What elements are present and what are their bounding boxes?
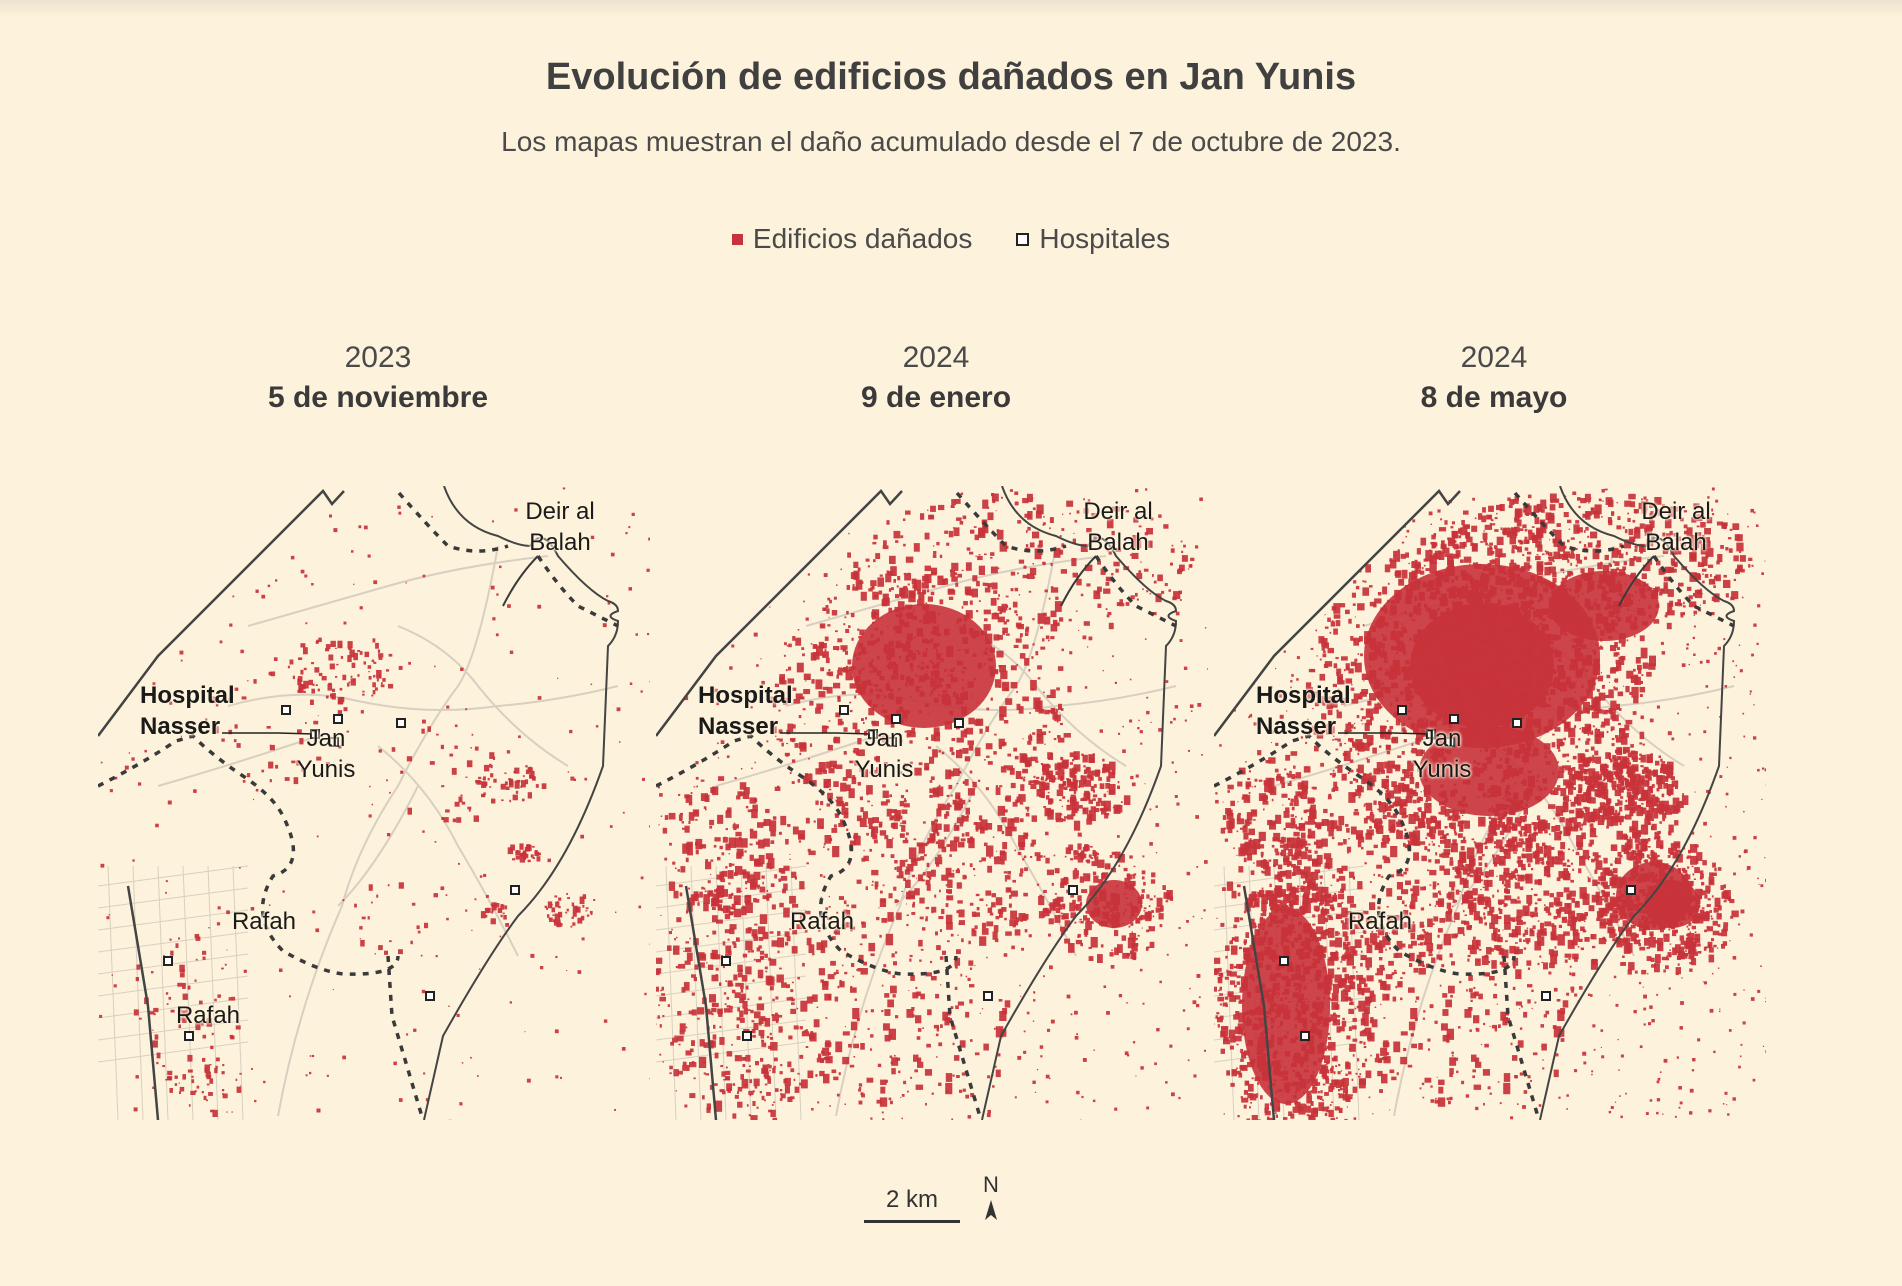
map-svg [656, 486, 1208, 1120]
place-label-rafah: Rafah [231, 908, 297, 935]
place-label-jan-yunis: Jan Yunis [1412, 725, 1472, 783]
hospital-marker-icon [1626, 885, 1636, 895]
hospital-marker-icon [396, 718, 406, 728]
hospital-marker-icon [839, 705, 849, 715]
place-label-hospital: Hospital Nasser [698, 682, 793, 740]
gaza-border [423, 486, 620, 1120]
hospital-marker-icon [1445, 737, 1455, 747]
coastline [1214, 489, 1461, 737]
governorate-boundary [656, 734, 958, 976]
hospital-marker-icon [1068, 885, 1078, 895]
top-shade [0, 0, 1902, 18]
place-label-rafah: Rafah [1347, 908, 1413, 935]
hospital-marker-icon [887, 737, 897, 747]
map-panel-2: Hospital Nasser Jan Yunis Deir al Balah Raf… [656, 486, 1208, 1120]
hospital-marker-icon [184, 1031, 194, 1041]
panel-2-header: 2024 9 de enero [656, 338, 1216, 418]
damage-layer [1214, 487, 1766, 1120]
hospital-marker-icon [1449, 714, 1459, 724]
panel-2-date: 9 de enero [860, 381, 1012, 414]
hospital-marker-icon [983, 991, 993, 1001]
map-svg [98, 486, 650, 1120]
coastline [98, 489, 345, 737]
hospital-marker-icon [1541, 991, 1551, 1001]
chart-subtitle: Los mapas muestran el daño acumulado des… [501, 126, 1401, 157]
hospital-marker-icon [1426, 729, 1436, 739]
hospital-marker-icon [742, 1031, 752, 1041]
hospital-marker-icon [510, 885, 520, 895]
north-label: N [983, 1172, 999, 1197]
panel-1-date: 5 de noviembre [267, 381, 489, 414]
hospital-marker-icon [721, 956, 731, 966]
gaza-border [1539, 486, 1736, 1120]
map-panel-3: Hospital Nasser Jan Yunis Deir al Balah Raf… [1214, 486, 1766, 1120]
legend-item-hospitals: Hospitales [1016, 223, 1170, 255]
hospital-marker-icon [310, 729, 320, 739]
panel-3-header: 2024 8 de mayo [1214, 338, 1774, 418]
panel-1-year: 2023 [344, 341, 412, 374]
governorate-boundary [1214, 734, 1516, 976]
hospital-square-icon [1016, 232, 1030, 246]
hospital-marker-icon [333, 714, 343, 724]
chart-title: Evolución de edificios dañados en Jan Yu… [545, 56, 1357, 98]
legend-label-damaged: Edificios dañados [752, 223, 973, 254]
place-label-jan-yunis: Jan Yunis [296, 725, 356, 783]
panel-2-year: 2024 [902, 341, 970, 374]
hospital-marker-icon [954, 718, 964, 728]
governorate-boundary [98, 734, 400, 976]
place-label-deir-al-balah: Deir al Balah [525, 498, 595, 556]
hospital-marker-icon [329, 737, 339, 747]
north-arrow-icon [985, 1200, 997, 1220]
coastline [656, 489, 903, 737]
north-arrow: N [978, 1172, 1004, 1229]
legend-item-damaged: Edificios dañados [731, 223, 973, 255]
legend-label-hospitals: Hospitales [1039, 223, 1171, 254]
gaza-border [981, 486, 1178, 1120]
place-label-rafah: Rafah [789, 908, 855, 935]
panel-3-date: 8 de mayo [1420, 381, 1568, 414]
hospital-marker-icon [281, 705, 291, 715]
damage-layer [656, 488, 1208, 1120]
panel-3-year: 2024 [1460, 341, 1528, 374]
hospital-marker-icon [1279, 956, 1289, 966]
scale-label: 2 km [885, 1186, 938, 1213]
place-label-rafah-south: Rafah [175, 1002, 241, 1029]
hospital-marker-icon [425, 991, 435, 1001]
panel-1-header: 2023 5 de noviembre [98, 338, 658, 418]
scale-bar: 2 km [862, 1186, 962, 1223]
map-panel-1: Hospital Nasser Jan Yunis Deir al Balah Raf… [98, 486, 650, 1120]
hospital-marker-icon [163, 956, 173, 966]
place-label-deir-al-balah: Deir al Balah [1641, 498, 1711, 556]
hospital-marker-icon [868, 729, 878, 739]
place-label-hospital: Hospital Nasser [140, 682, 235, 740]
hospital-marker-icon [1397, 705, 1407, 715]
place-label-hospital: Hospital Nasser [1256, 682, 1351, 740]
legend: Edificios dañados Hospitales [0, 223, 1902, 255]
hospital-marker-icon [1300, 1031, 1310, 1041]
damaged-building-swatch-icon [731, 233, 743, 245]
hospital-marker-icon [1512, 718, 1522, 728]
place-label-jan-yunis: Jan Yunis [854, 725, 914, 783]
map-svg [1214, 486, 1766, 1120]
hospital-marker-icon [891, 714, 901, 724]
scale-bar-line [864, 1220, 960, 1223]
place-label-deir-al-balah: Deir al Balah [1083, 498, 1153, 556]
